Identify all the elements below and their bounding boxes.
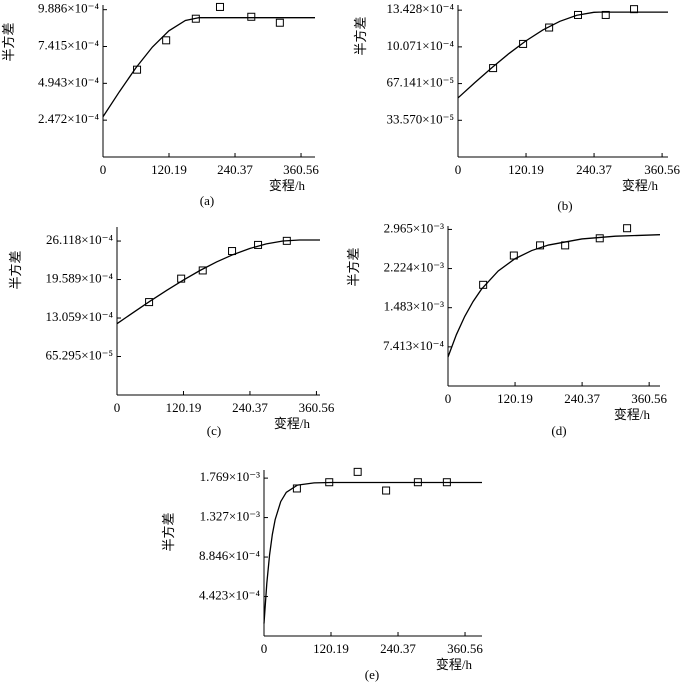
data-point — [489, 64, 498, 73]
x-tick-label: 240.37 — [232, 400, 268, 415]
x-tick-label: 0 — [445, 391, 452, 406]
y-axis-label: 半方差 — [353, 16, 368, 55]
caption: (b) — [557, 198, 572, 213]
y-tick-label: 2.965×10⁻³ — [384, 220, 444, 235]
x-tick-label: 240.37 — [380, 641, 416, 656]
x-tick-label: 120.19 — [508, 162, 544, 177]
y-tick-label: 13.428×10⁻⁴ — [387, 1, 455, 16]
y-tick-label: 13.059×10⁻⁴ — [46, 309, 114, 324]
x-tick-label: 360.56 — [447, 641, 483, 656]
y-tick-label: 9.886×10⁻⁴ — [38, 1, 99, 16]
x-tick-label: 0 — [114, 400, 121, 415]
y-tick-label: 8.846×10⁻⁴ — [199, 548, 260, 563]
x-axis-label: 变程/h — [622, 178, 659, 193]
data-point — [275, 18, 284, 27]
fitted-curve — [457, 11, 668, 99]
data-point — [536, 241, 545, 250]
data-point — [382, 486, 391, 495]
caption: (d) — [551, 423, 566, 438]
x-axis-label: 变程/h — [269, 178, 306, 193]
data-point — [247, 12, 256, 21]
data-point — [162, 36, 171, 45]
x-tick-label: 0 — [100, 162, 107, 177]
fitted-curve — [102, 17, 315, 118]
x-tick-label: 240.37 — [576, 162, 612, 177]
fitted-curve — [116, 239, 320, 325]
y-tick-label: 2.224×10⁻³ — [384, 260, 444, 275]
x-tick-label: 360.56 — [631, 391, 667, 406]
y-tick-label: 2.472×10⁻⁴ — [38, 111, 99, 126]
y-tick-label: 7.415×10⁻⁴ — [38, 37, 99, 52]
x-tick-label: 120.19 — [151, 162, 187, 177]
caption: (a) — [200, 193, 214, 208]
y-tick-label: 4.423×10⁻⁴ — [199, 588, 260, 603]
y-tick-label: 7.413×10⁻⁴ — [383, 338, 444, 353]
y-tick-label: 1.327×10⁻³ — [200, 509, 260, 524]
x-axis-label: 变程/h — [436, 657, 473, 672]
x-tick-label: 240.37 — [217, 162, 253, 177]
data-point — [601, 10, 610, 19]
y-tick-label: 65.295×10⁻⁵ — [46, 347, 113, 362]
y-tick-label: 33.570×10⁻⁵ — [387, 111, 454, 126]
x-tick-label: 360.56 — [299, 400, 335, 415]
x-tick-label: 0 — [455, 162, 462, 177]
caption: (e) — [365, 667, 379, 682]
x-axis-label: 变程/h — [274, 416, 311, 431]
y-tick-label: 4.943×10⁻⁴ — [38, 74, 99, 89]
y-tick-label: 19.589×10⁻⁴ — [46, 271, 114, 286]
caption: (c) — [207, 423, 221, 438]
x-tick-label: 360.56 — [644, 162, 680, 177]
y-tick-label: 1.769×10⁻³ — [200, 469, 260, 484]
y-axis-label: 半方差 — [8, 250, 23, 289]
y-tick-label: 10.071×10⁻⁴ — [387, 38, 455, 53]
data-point — [623, 224, 632, 233]
fitted-curve — [447, 234, 661, 358]
x-tick-label: 120.19 — [166, 400, 202, 415]
x-tick-label: 240.37 — [564, 391, 600, 406]
data-point — [519, 39, 528, 48]
x-axis-label: 变程/h — [614, 407, 651, 422]
data-point — [215, 2, 224, 11]
y-tick-label: 67.141×10⁻⁵ — [387, 75, 454, 90]
x-tick-label: 0 — [261, 641, 268, 656]
y-axis-label: 半方差 — [346, 247, 361, 286]
y-axis-label: 半方差 — [161, 512, 176, 551]
x-tick-label: 360.56 — [283, 162, 319, 177]
data-point — [353, 467, 362, 476]
x-tick-label: 120.19 — [497, 391, 533, 406]
y-axis-label: 半方差 — [1, 22, 16, 61]
fitted-curve — [263, 481, 482, 624]
y-tick-label: 1.483×10⁻³ — [384, 299, 444, 314]
x-tick-label: 120.19 — [313, 641, 349, 656]
data-point — [545, 23, 554, 32]
y-tick-label: 26.118×10⁻⁴ — [46, 232, 113, 247]
